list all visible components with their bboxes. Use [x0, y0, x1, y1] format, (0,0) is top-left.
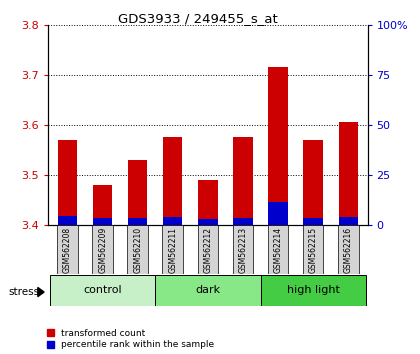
- Bar: [304, 140, 323, 225]
- Text: GSM562213: GSM562213: [239, 227, 247, 273]
- Bar: [339, 122, 358, 225]
- Bar: [260, 275, 366, 306]
- Bar: [198, 219, 218, 225]
- Bar: [50, 275, 155, 306]
- Text: GSM562209: GSM562209: [98, 227, 107, 273]
- Text: GSM562214: GSM562214: [273, 227, 283, 273]
- Bar: [92, 225, 113, 274]
- Bar: [58, 140, 77, 225]
- Text: GSM562211: GSM562211: [168, 227, 177, 273]
- Text: GSM562210: GSM562210: [133, 227, 142, 273]
- Bar: [57, 225, 78, 274]
- Legend: transformed count, percentile rank within the sample: transformed count, percentile rank withi…: [47, 329, 214, 349]
- Bar: [128, 218, 147, 225]
- Bar: [127, 225, 148, 274]
- Bar: [163, 137, 182, 225]
- Bar: [303, 225, 323, 274]
- Bar: [234, 218, 252, 225]
- Bar: [93, 218, 112, 225]
- Bar: [268, 202, 288, 225]
- Polygon shape: [38, 287, 44, 297]
- Bar: [339, 217, 358, 225]
- Bar: [338, 225, 359, 274]
- Bar: [268, 67, 288, 225]
- Text: stress: stress: [8, 287, 39, 297]
- Text: control: control: [83, 285, 122, 295]
- Bar: [198, 180, 218, 225]
- Bar: [163, 225, 183, 274]
- Bar: [58, 216, 77, 225]
- Text: GSM562208: GSM562208: [63, 227, 72, 273]
- Text: high light: high light: [287, 285, 339, 295]
- Text: GSM562216: GSM562216: [344, 227, 353, 273]
- Text: GSM562212: GSM562212: [203, 227, 213, 273]
- Bar: [155, 275, 260, 306]
- Bar: [93, 185, 112, 225]
- Bar: [128, 160, 147, 225]
- Bar: [234, 137, 252, 225]
- Text: dark: dark: [195, 285, 220, 295]
- Bar: [197, 225, 218, 274]
- Bar: [268, 225, 289, 274]
- Text: GDS3933 / 249455_s_at: GDS3933 / 249455_s_at: [118, 12, 277, 25]
- Bar: [304, 218, 323, 225]
- Text: GSM562215: GSM562215: [309, 227, 318, 273]
- Bar: [233, 225, 253, 274]
- Bar: [163, 217, 182, 225]
